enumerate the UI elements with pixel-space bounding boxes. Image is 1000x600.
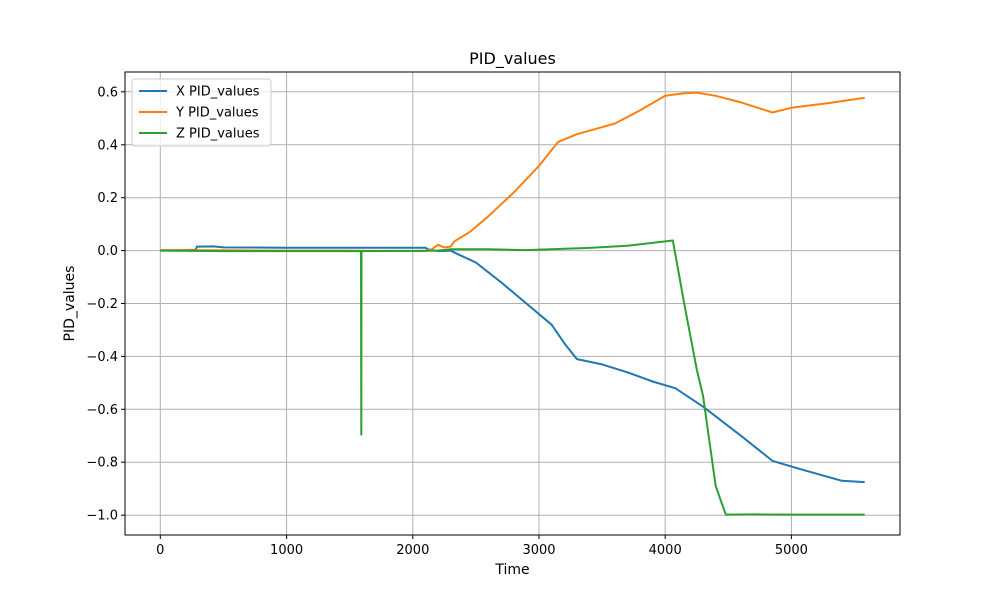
chart-title: PID_values	[469, 49, 556, 69]
series-lines	[160, 91, 865, 516]
y-tick-label: 0.4	[97, 138, 118, 153]
y-tick-label: −0.2	[86, 297, 118, 312]
x-tick-label: 3000	[522, 543, 555, 558]
x-tick-label: 4000	[649, 543, 682, 558]
legend-box	[131, 78, 272, 147]
y-axis-ticks: 0.6 0.4 0.2 0.0 −0.2 −0.4 −0.6 −0.8 −1.0	[86, 85, 125, 524]
x-tick-label: 5000	[775, 543, 808, 558]
x-axis-label: Time	[494, 562, 529, 578]
x-pid-line	[160, 245, 865, 484]
x-tick-label: 1000	[270, 543, 303, 558]
legend: X PID_values Y PID_values Z PID_values	[131, 78, 272, 147]
x-tick-label: 0	[156, 543, 164, 558]
y-tick-label: −0.6	[86, 403, 118, 418]
y-tick-label: 0.0	[97, 244, 118, 259]
x-axis-ticks: 0 1000 2000 3000 4000 5000	[156, 535, 808, 558]
legend-label-z: Z PID_values	[176, 127, 260, 142]
y-tick-label: −0.4	[86, 350, 118, 365]
legend-label-y: Y PID_values	[175, 106, 259, 121]
y-axis-label: PID_values	[62, 266, 78, 342]
y-tick-label: 0.6	[97, 85, 118, 100]
y-tick-label: 0.2	[97, 191, 118, 206]
z-pid-line	[160, 239, 865, 516]
x-tick-label: 2000	[396, 543, 429, 558]
y-tick-label: −0.8	[86, 456, 118, 471]
legend-label-x: X PID_values	[176, 85, 260, 100]
y-tick-label: −1.0	[86, 509, 118, 524]
